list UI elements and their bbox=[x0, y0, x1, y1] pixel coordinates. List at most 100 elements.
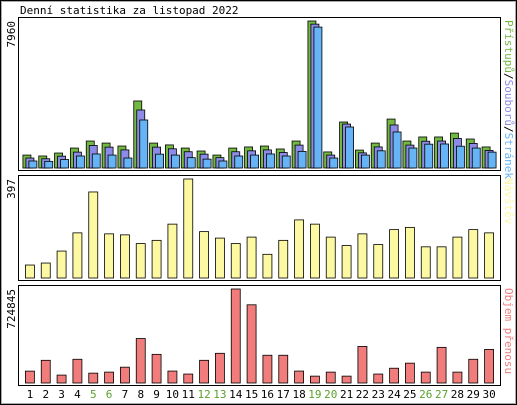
x-tick-label: 26 bbox=[419, 388, 432, 401]
bar bbox=[325, 236, 336, 279]
x-tick-label: 21 bbox=[340, 388, 353, 401]
bar bbox=[341, 245, 352, 279]
bar bbox=[389, 367, 399, 384]
x-tick-label: 7 bbox=[122, 388, 129, 401]
x-tick-label: 11 bbox=[182, 388, 195, 401]
legend-entry: Souborů bbox=[502, 80, 515, 126]
bar bbox=[230, 243, 241, 279]
bar bbox=[76, 155, 85, 169]
bar bbox=[440, 143, 449, 169]
bar bbox=[91, 153, 101, 169]
bar bbox=[28, 160, 38, 169]
x-tick-label: 15 bbox=[245, 388, 258, 401]
bar bbox=[392, 131, 402, 169]
x-tick-label: 24 bbox=[387, 388, 401, 401]
bar bbox=[151, 239, 162, 279]
bar bbox=[376, 150, 386, 169]
bar bbox=[313, 26, 323, 169]
bar bbox=[281, 155, 291, 169]
bar bbox=[373, 244, 384, 279]
x-tick-label: 4 bbox=[74, 388, 81, 401]
bar bbox=[167, 370, 178, 384]
bar bbox=[456, 145, 465, 169]
bar bbox=[468, 229, 479, 279]
bar bbox=[25, 264, 35, 279]
bar bbox=[357, 346, 368, 384]
x-tick-label: 14 bbox=[229, 388, 243, 401]
x-tick-label: 12 bbox=[197, 388, 210, 401]
bar bbox=[88, 191, 99, 279]
bar bbox=[104, 371, 114, 384]
x-tick-label: 27 bbox=[435, 388, 448, 401]
y-tick-label: 397 bbox=[5, 179, 18, 199]
bar bbox=[139, 119, 149, 169]
x-tick-label: 5 bbox=[90, 388, 97, 401]
bar bbox=[373, 373, 384, 384]
bar bbox=[424, 143, 434, 169]
bar bbox=[40, 262, 51, 279]
bar bbox=[294, 219, 304, 279]
bar bbox=[186, 157, 196, 169]
bar bbox=[325, 371, 336, 384]
bar bbox=[329, 157, 339, 169]
y-tick-label: 724845 bbox=[5, 289, 18, 329]
bar bbox=[436, 346, 447, 384]
bar bbox=[40, 359, 51, 384]
bar bbox=[183, 178, 194, 279]
legend-entry: Stránek bbox=[502, 133, 515, 180]
bar bbox=[452, 371, 463, 384]
x-tick-label: 30 bbox=[482, 388, 495, 401]
bar bbox=[88, 372, 99, 384]
x-tick-label: 25 bbox=[403, 388, 416, 401]
bar bbox=[199, 359, 209, 384]
bar bbox=[230, 288, 241, 384]
legend-entry: Přístupů bbox=[502, 20, 515, 73]
bar bbox=[310, 223, 320, 279]
bar bbox=[246, 236, 257, 279]
bar bbox=[341, 375, 352, 384]
x-tick-label: 13 bbox=[213, 388, 226, 401]
bar bbox=[484, 349, 494, 384]
bar bbox=[25, 370, 35, 384]
x-tick-label: 8 bbox=[137, 388, 144, 401]
bar bbox=[44, 160, 54, 169]
x-tick-label: 20 bbox=[324, 388, 337, 401]
bar bbox=[215, 352, 225, 384]
bar bbox=[262, 253, 273, 279]
x-tick-label: 17 bbox=[277, 388, 290, 401]
panel bbox=[18, 175, 501, 281]
bar bbox=[135, 243, 146, 279]
x-tick-label: 2 bbox=[42, 388, 49, 401]
bar bbox=[420, 246, 431, 279]
bar bbox=[123, 157, 133, 169]
bar bbox=[107, 154, 117, 169]
bar bbox=[72, 232, 83, 279]
bar bbox=[215, 237, 225, 279]
panel bbox=[18, 285, 501, 386]
x-tick-label: 18 bbox=[292, 388, 305, 401]
bar bbox=[452, 236, 463, 279]
bar bbox=[468, 358, 479, 384]
bar bbox=[120, 234, 130, 279]
x-tick-label: 28 bbox=[451, 388, 464, 401]
x-tick-label: 9 bbox=[153, 388, 160, 401]
bar bbox=[60, 159, 69, 169]
legend-entry: Objem přenosu bbox=[502, 288, 515, 374]
bar bbox=[72, 358, 83, 384]
bar bbox=[218, 160, 228, 169]
legend: Přístupů/Souborů/Stránek bbox=[502, 20, 515, 179]
bar bbox=[297, 150, 307, 169]
bar bbox=[246, 304, 257, 384]
bar bbox=[199, 231, 209, 279]
bar bbox=[408, 147, 418, 169]
bar bbox=[266, 153, 275, 169]
bar bbox=[183, 373, 194, 384]
bar bbox=[56, 250, 67, 279]
legend-entry: Návštěv bbox=[502, 178, 515, 225]
x-tick-label: 16 bbox=[261, 388, 274, 401]
bar bbox=[202, 158, 212, 169]
bar bbox=[262, 354, 273, 384]
bar bbox=[405, 362, 415, 384]
x-tick-label: 1 bbox=[27, 388, 34, 401]
